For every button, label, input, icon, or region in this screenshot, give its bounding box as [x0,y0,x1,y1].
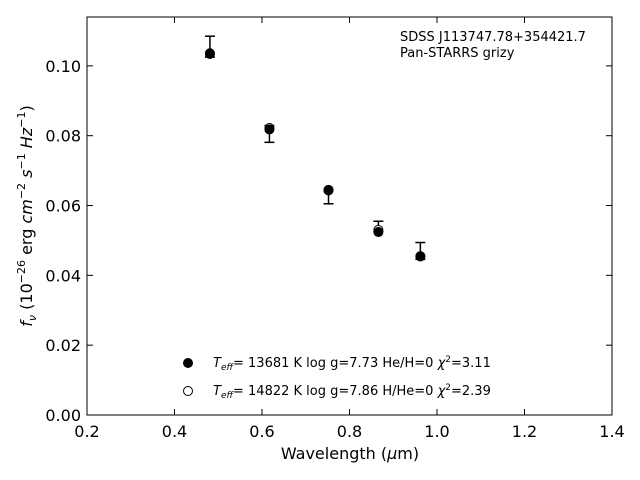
model-point-filled [415,251,426,262]
plot-area: 0.2 0.4 0.6 0.8 1.0 1.2 1.4 0.00 0.02 0.04 0.06 0.0… [45,16,625,441]
x-tick-label: 0.2 [74,422,99,441]
x-tick-label: 0.6 [249,422,274,441]
y-tick-label: 0.04 [45,266,81,285]
x-axis-label: Wavelength (μm) [281,444,419,463]
legend-marker-filled [183,358,193,368]
x-tick-label: 1.2 [512,422,537,441]
y-tick-label: 0.10 [45,57,81,76]
annotation-line-2: Pan-STARRS grizy [400,46,515,61]
legend-entry-1: Teff= 13681 K log g=7.73 He/H=0 χ2=3.11 [213,355,491,373]
model-point-filled [323,185,334,196]
y-tick-label: 0.06 [45,197,81,216]
model-point-filled [264,124,275,135]
x-tick-label: 0.4 [162,422,187,441]
x-tick-label: 1.4 [599,422,624,441]
legend-entry-2: Teff= 14822 K log g=7.86 H/He=0 χ2=2.39 [213,383,491,401]
annotation-line-1: SDSS J113747.78+354421.7 [400,30,586,45]
model-point-filled [204,48,215,59]
model-point-filled [373,227,384,238]
legend: Teff= 13681 K log g=7.73 He/H=0 χ2=3.11 … [183,355,491,401]
x-tick-label: 1.0 [424,422,449,441]
y-tick-label: 0.02 [45,336,81,355]
y-axis-label: fν (10−26 erg cm−2 s−1 Hz−1) [15,105,39,326]
legend-marker-open [183,386,193,396]
y-tick-label: 0.00 [45,406,81,425]
y-tick-label: 0.08 [45,127,81,146]
x-tick-label: 0.8 [337,422,362,441]
